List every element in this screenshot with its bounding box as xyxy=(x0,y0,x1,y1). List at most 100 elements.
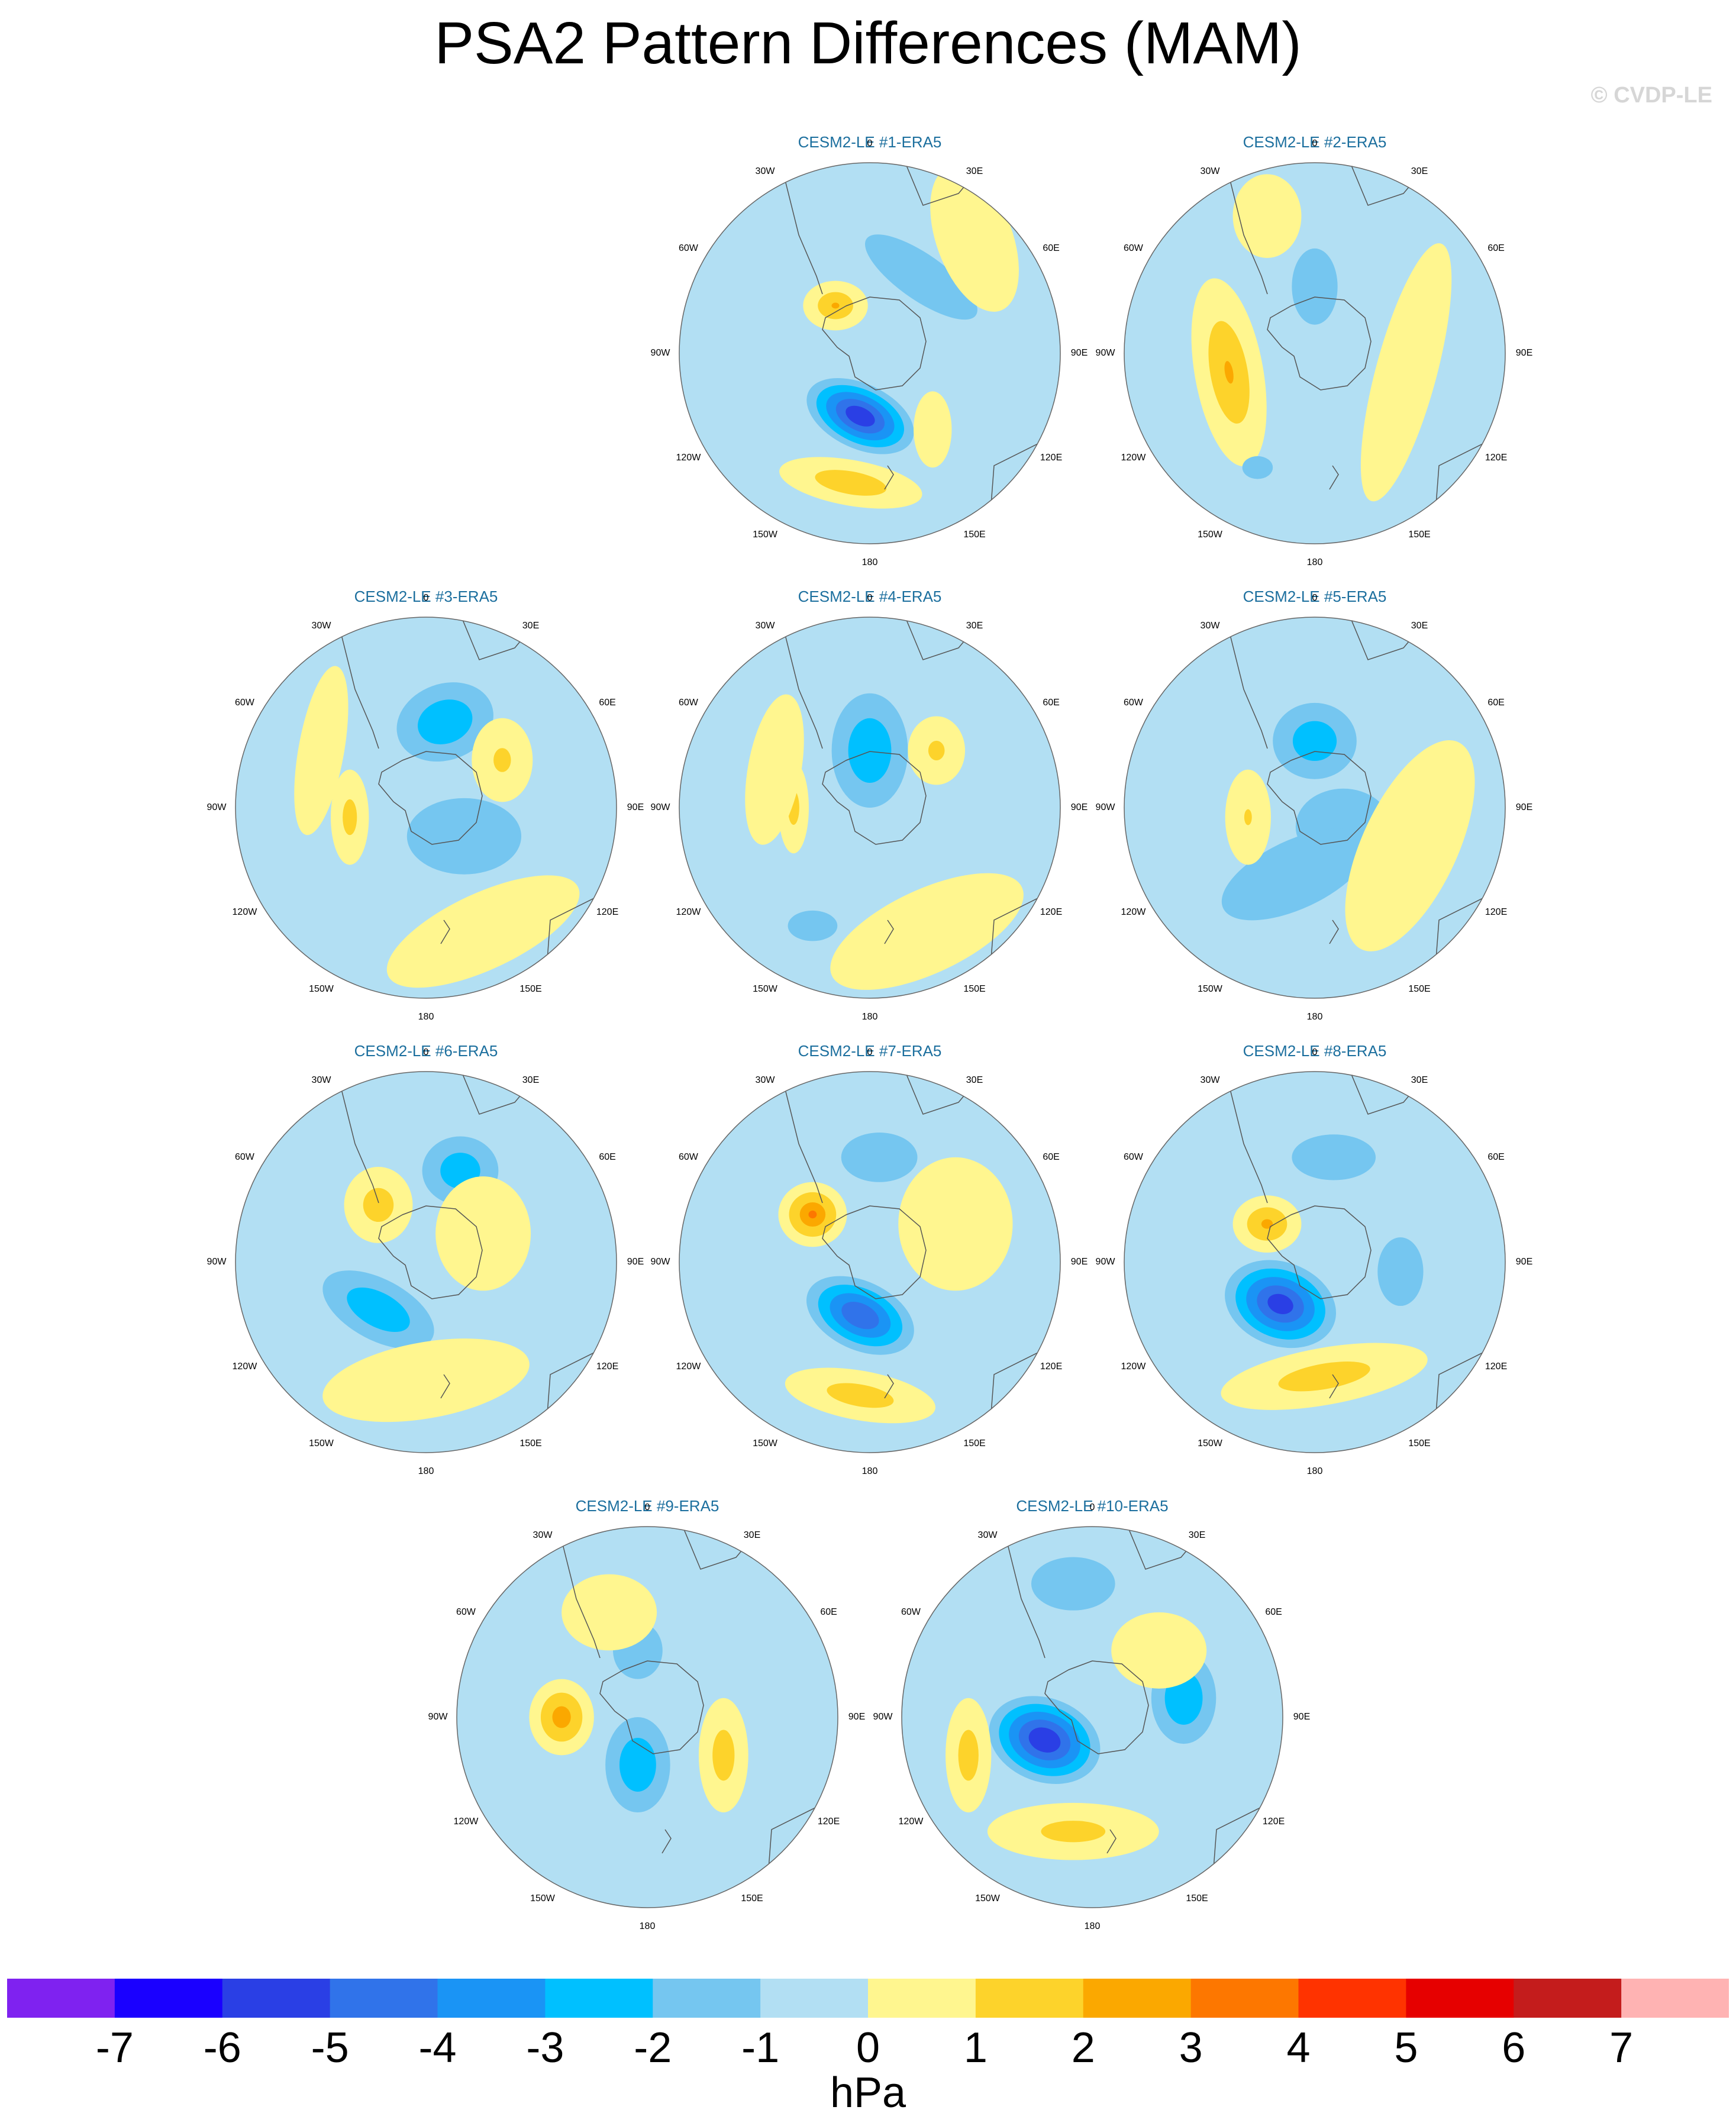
colorbar-swatch xyxy=(653,1979,761,2018)
longitude-label: 150W xyxy=(309,983,334,994)
longitude-label: 60E xyxy=(1265,1607,1282,1617)
longitude-label: 90E xyxy=(1070,348,1088,358)
colorbar-tick-label: 6 xyxy=(1502,2024,1526,2072)
map-panels xyxy=(235,162,1506,1908)
longitude-label: 120W xyxy=(898,1817,924,1827)
map-boundary xyxy=(1124,1071,1506,1453)
colorbar-tick-label: -7 xyxy=(95,2024,134,2072)
longitude-label: 90W xyxy=(873,1712,893,1722)
high-contour-band xyxy=(343,799,357,835)
high-contour-band xyxy=(745,694,804,845)
longitude-label: 120E xyxy=(1040,453,1063,463)
longitude-label: 150E xyxy=(519,1438,542,1448)
longitude-label: 90W xyxy=(650,1257,670,1267)
colorbar-tick-label: -3 xyxy=(526,2024,564,2072)
longitude-label: 30W xyxy=(755,621,775,631)
high-contour-band xyxy=(562,1574,657,1651)
longitude-label: 180 xyxy=(861,1466,878,1476)
longitude-label: 30E xyxy=(966,621,983,631)
longitude-label: 90E xyxy=(627,802,644,812)
colorbar-tick-label: -1 xyxy=(741,2024,780,2072)
longitude-label: 30W xyxy=(755,1075,775,1086)
figure-title: PSA2 Pattern Differences (MAM) xyxy=(434,10,1302,76)
longitude-label: 90W xyxy=(650,802,670,812)
longitude-label: 30W xyxy=(533,1530,553,1541)
high-contour-band xyxy=(831,302,840,309)
low-contour-band xyxy=(1267,1293,1293,1314)
south-america-coastline xyxy=(1225,1072,1268,1204)
longitude-label: 0 xyxy=(423,593,429,603)
high-contour-band xyxy=(712,1730,735,1781)
low-contour-band xyxy=(418,699,473,744)
longitude-label: 30E xyxy=(1188,1530,1206,1541)
panel-title: CESM2-LE #5-ERA5 xyxy=(1243,588,1387,605)
longitude-label: 150E xyxy=(519,983,542,994)
panel-title: CESM2-LE #7-ERA5 xyxy=(798,1042,942,1060)
colorbar-swatch xyxy=(1298,1979,1406,2018)
longitude-label: 0 xyxy=(644,1502,650,1512)
high-contour-band xyxy=(928,740,945,760)
antarctica-coastline xyxy=(378,1205,483,1299)
south-america-coastline xyxy=(780,163,823,295)
low-contour-band xyxy=(1377,1237,1424,1306)
south-america-coastline xyxy=(1003,1527,1046,1659)
longitude-label: 120E xyxy=(596,907,619,917)
colorbar-tick-label: 7 xyxy=(1609,2024,1634,2072)
colorbar-tick-label: 1 xyxy=(963,2024,988,2072)
longitude-label: 30W xyxy=(1200,166,1220,177)
longitude-label: 120W xyxy=(676,453,701,463)
longitude-label: 120W xyxy=(1121,907,1146,917)
longitude-label: 180 xyxy=(1306,557,1323,567)
south-america-coastline xyxy=(1225,618,1268,749)
colorbar-swatch xyxy=(868,1979,976,2018)
colorbar-swatch xyxy=(1514,1979,1622,2018)
longitude-label: 30E xyxy=(966,166,983,177)
longitude-label: 180 xyxy=(1306,1466,1323,1476)
colorbar-swatch xyxy=(545,1979,653,2018)
colorbar-swatch xyxy=(760,1979,869,2018)
longitude-label: 30W xyxy=(977,1530,998,1541)
longitude-label: 150W xyxy=(1198,1438,1222,1448)
high-contour-band xyxy=(1360,243,1452,502)
antarctica-coastline xyxy=(1044,1660,1149,1754)
low-contour-band xyxy=(841,1133,918,1182)
colorbar-units: hPa xyxy=(830,2069,906,2117)
high-contour-band xyxy=(1261,1219,1273,1229)
panel-title: CESM2-LE #8-ERA5 xyxy=(1243,1042,1387,1060)
panel-title: CESM2-LE #1-ERA5 xyxy=(798,133,942,151)
low-contour-band xyxy=(1031,1557,1115,1611)
longitude-label: 90W xyxy=(206,802,227,812)
map-boundary xyxy=(901,1526,1283,1908)
longitude-label: 150E xyxy=(1408,529,1431,540)
longitude-label: 180 xyxy=(418,1012,434,1022)
colorbar-swatch xyxy=(330,1979,438,2018)
high-contour-band xyxy=(1345,740,1475,951)
longitude-label: 90E xyxy=(627,1257,644,1267)
new-zealand-coastline xyxy=(1329,1374,1339,1399)
high-contour-band xyxy=(1224,361,1234,384)
longitude-label: 120E xyxy=(1040,1362,1063,1372)
longitude-label: 30E xyxy=(743,1530,761,1541)
longitude-label: 150W xyxy=(975,1893,1000,1904)
longitude-label: 120E xyxy=(1485,453,1508,463)
high-contour-band xyxy=(435,1176,531,1291)
map-panel-10 xyxy=(902,1527,1283,1908)
map-boundary xyxy=(679,162,1061,544)
longitude-label: 90E xyxy=(1515,1257,1533,1267)
longitude-label: 120W xyxy=(1121,453,1146,463)
longitude-label: 150E xyxy=(1408,983,1431,994)
colorbar-tick-label: 2 xyxy=(1071,2024,1095,2072)
longitude-label: 60E xyxy=(1043,243,1060,253)
longitude-label: 90E xyxy=(1070,1257,1088,1267)
antarctica-coastline xyxy=(822,296,927,391)
colorbar-tick-label: -6 xyxy=(203,2024,241,2072)
longitude-label: 30W xyxy=(1200,1075,1220,1086)
map-boundary xyxy=(679,617,1061,999)
longitude-label: 180 xyxy=(861,557,878,567)
longitude-label: 120E xyxy=(1262,1817,1285,1827)
map-boundary xyxy=(235,1071,617,1453)
longitude-label: 120W xyxy=(1121,1362,1146,1372)
new-zealand-coastline xyxy=(1329,465,1339,490)
longitude-label: 60W xyxy=(678,1152,698,1162)
longitude-label: 60W xyxy=(1123,698,1143,708)
